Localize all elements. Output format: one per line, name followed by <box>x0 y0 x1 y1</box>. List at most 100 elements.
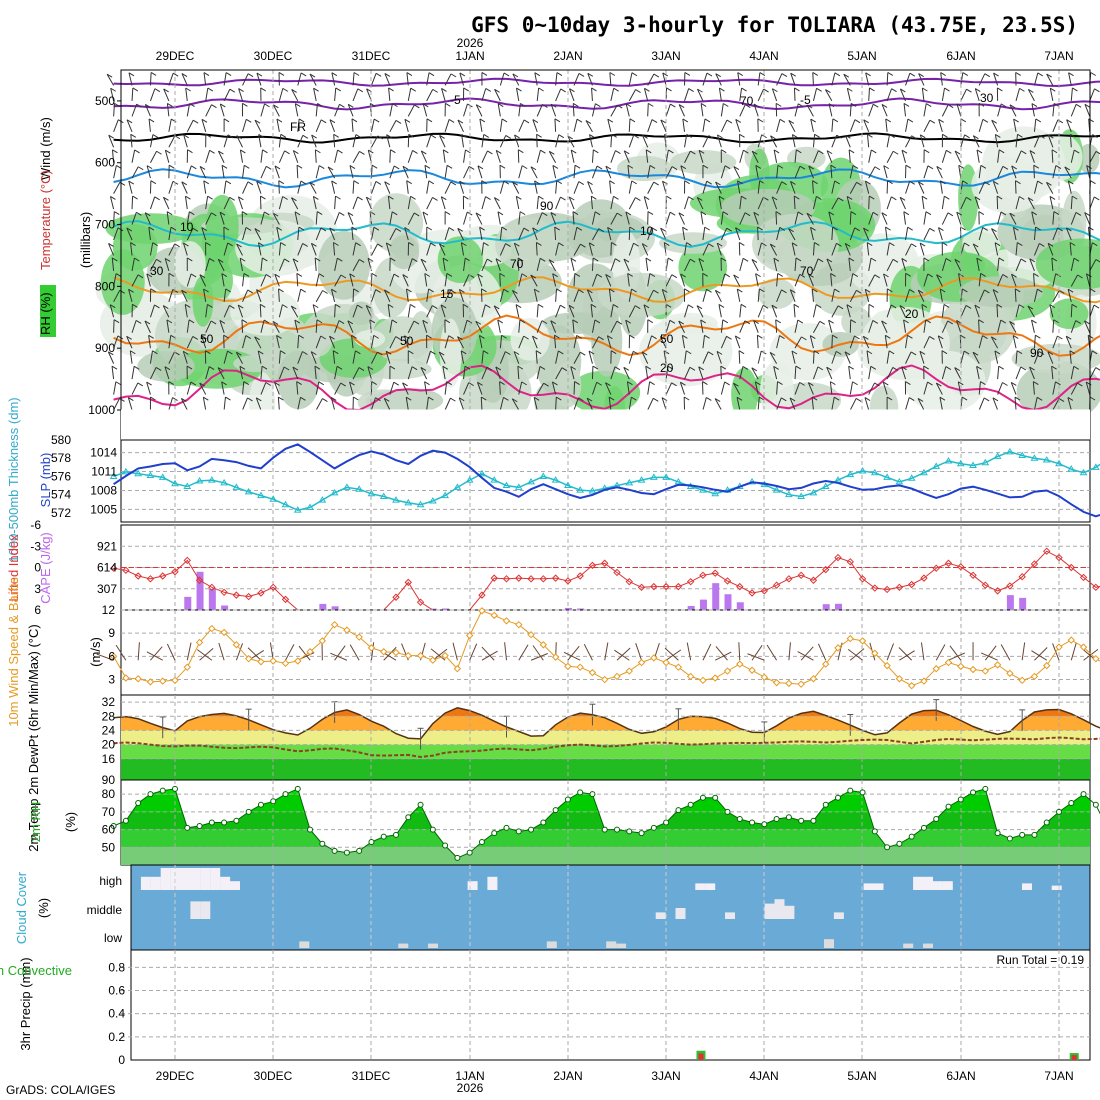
upper-wind-barb <box>679 382 686 395</box>
upper-wind-barb-flag <box>966 196 972 201</box>
upper-wind-barb-flag <box>1077 274 1083 279</box>
upper-wind-barb <box>978 165 982 179</box>
iso-20-orange <box>113 314 1100 357</box>
upper-wind-barb-flag <box>907 334 913 339</box>
cape-bar <box>724 594 732 610</box>
upper-wind-barb-flag <box>357 88 364 93</box>
thickness-point <box>490 476 499 483</box>
upper-wind-barb-flag <box>773 257 780 262</box>
upper-wind-barb <box>329 119 336 132</box>
upper-wind-barb-flag <box>190 273 197 278</box>
rh-point <box>343 849 350 856</box>
upper-wind-barb-flag <box>589 242 595 247</box>
upper-wind-barb <box>606 335 612 349</box>
upper-wind-barb <box>113 273 117 287</box>
upper-wind-barb-flag <box>316 211 323 216</box>
cloud-level-high: high <box>99 874 122 888</box>
upper-wind-barb <box>1014 180 1017 194</box>
upper-wind-barb-flag <box>883 273 889 278</box>
upper-wind-barb <box>1033 180 1039 194</box>
upper-wind-barb <box>960 305 967 318</box>
upper-wind-barb-flag <box>788 228 794 233</box>
upper-wind-barb-flag <box>457 336 463 341</box>
upper-wind-barb-flag <box>616 320 623 325</box>
upper-wind-barb-flag <box>739 242 745 246</box>
upper-wind-barb <box>1051 149 1054 163</box>
wind-speed-point <box>380 648 388 656</box>
upper-wind-barb <box>168 227 172 241</box>
upper-wind-barb <box>716 242 722 256</box>
upper-wind-barb <box>960 350 965 364</box>
upper-wind-barb <box>1010 382 1017 395</box>
thickness-point <box>699 486 707 493</box>
upper-wind-barb-flag <box>373 118 380 123</box>
upper-wind-barb-flag <box>938 227 944 232</box>
upper-wind-barb-flag <box>294 319 301 324</box>
upper-wind-barb <box>775 211 778 225</box>
upper-wind-barb <box>868 196 870 210</box>
upper-wind-barb <box>812 72 814 86</box>
upper-wind-barb-flag <box>972 351 979 356</box>
upper-wind-barb-flag <box>145 103 151 108</box>
upper-wind-barb-flag <box>497 103 504 107</box>
bottom-date-4JAN: 4JAN <box>749 1069 778 1083</box>
upper-wind-barb <box>1089 259 1097 272</box>
upper-wind-barb-flag <box>459 180 465 185</box>
upper-wind-barb-flag <box>871 149 877 154</box>
upper-wind-barb-flag <box>856 289 862 294</box>
upper-wind-barb-flag <box>450 397 456 402</box>
thickness-point <box>453 483 462 490</box>
upper-wind-barb-flag <box>385 350 392 355</box>
upper-wind-barb-flag <box>574 381 580 385</box>
upper-wind-barb-flag <box>781 397 787 402</box>
upper-wind-barb-flag <box>623 258 630 263</box>
upper-wind-barb <box>481 88 487 102</box>
rh-point <box>466 849 473 856</box>
upper-wind-barb-flag <box>742 366 749 370</box>
upper-wind-barb-flag <box>962 180 968 185</box>
slp-tick-1005: 1005 <box>90 502 117 516</box>
upper-wind-barb-flag <box>479 118 486 123</box>
rh-shade-179 <box>192 275 214 327</box>
upper-wind-barb <box>389 211 393 225</box>
upper-wind-barb-flag <box>404 335 410 340</box>
upper-wind-barb <box>665 320 671 333</box>
upper-wind-barb-flag <box>872 211 879 216</box>
cloud-low-cell <box>923 943 933 948</box>
upper-wind-barb <box>426 72 430 86</box>
upper-wind-barb-flag <box>420 258 427 263</box>
upper-wind-barb-flag <box>236 243 242 248</box>
upper-wind-barb <box>438 243 446 256</box>
rh-point <box>356 847 363 854</box>
upper-wind-barb <box>113 165 117 179</box>
upper-wind-barb-flag <box>598 336 604 341</box>
upper-wind-barb-flag <box>430 134 437 139</box>
upper-wind-barb <box>647 165 651 179</box>
upper-wind-barb <box>739 212 746 225</box>
upper-wind-barb-flag <box>992 397 999 402</box>
upper-wind-barb <box>978 73 986 86</box>
upper-wind-barb-flag <box>1095 150 1100 155</box>
upper-wind-barb <box>255 397 262 411</box>
upper-wind-barb <box>481 258 488 272</box>
upper-wind-barb-flag <box>958 381 964 386</box>
upper-wind-barb-flag <box>1013 226 1019 231</box>
upper-wind-barb <box>923 165 929 179</box>
upper-wind-barb-flag <box>274 382 280 386</box>
lifted-index-series <box>113 550 1100 611</box>
upper-wind-barb <box>702 135 710 148</box>
rh-point <box>896 840 903 847</box>
upper-wind-barb <box>956 320 962 333</box>
upper-wind-barb-flag <box>1020 150 1027 155</box>
upper-wind-barb-flag <box>1066 119 1072 124</box>
upper-wind-barb <box>647 227 653 241</box>
cloud-middle-cell <box>764 903 775 919</box>
upper-wind-barb <box>278 258 285 272</box>
upper-wind-barb <box>665 103 671 117</box>
upper-wind-barb-flag <box>369 319 376 324</box>
upper-wind-barb-flag <box>769 351 776 356</box>
upper-wind-barb-flag <box>707 351 714 356</box>
upper-wind-barb-flag <box>973 135 979 140</box>
upper-wind-barb-flag <box>1084 103 1091 108</box>
upper-wind-barb-flag <box>192 119 199 124</box>
